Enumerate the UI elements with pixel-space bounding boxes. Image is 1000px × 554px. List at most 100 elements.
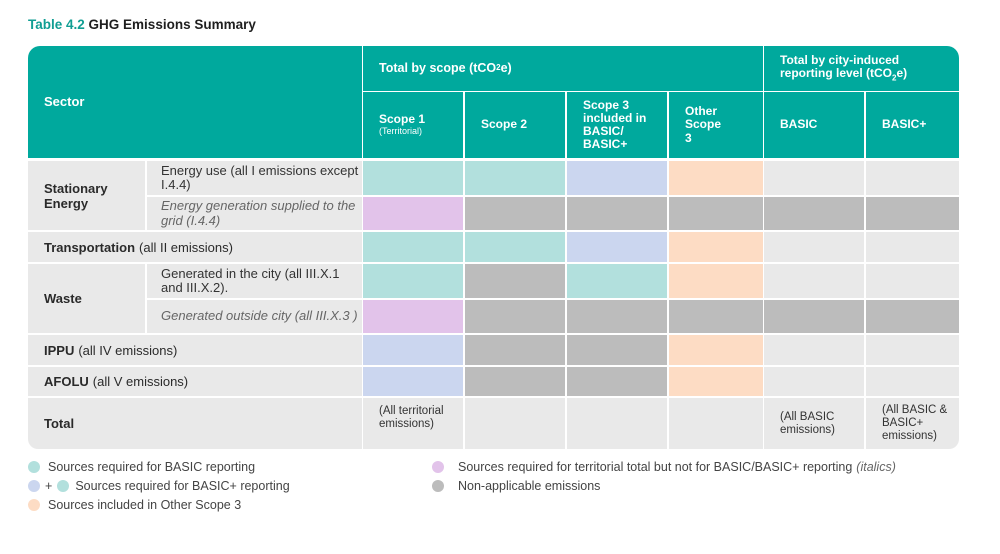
- cell-waste-out-basic-plus: [866, 300, 959, 333]
- row-desc-energy-generation: Energy generation supplied to the grid (…: [147, 197, 362, 230]
- stationary-energy-label: Stationary Energy: [44, 180, 108, 211]
- header-city-level-end: e): [896, 66, 908, 81]
- cell-total-basic-plus: (All BASIC & BASIC+ emissions): [866, 398, 959, 449]
- row-label-transportation: Transportation (all II emissions): [28, 232, 362, 262]
- cell-energy-use-scope3: [567, 161, 667, 195]
- cell-transport-scope1: [363, 232, 463, 262]
- cell-afolu-scope3: [567, 367, 667, 396]
- cell-ippu-scope1: [363, 335, 463, 365]
- transportation-note: (all II emissions): [139, 239, 233, 255]
- cell-waste-in-basic-plus: [866, 264, 959, 298]
- cell-energy-gen-scope2: [465, 197, 565, 230]
- row-label-stationary-energy: Stationary Energy: [28, 161, 145, 230]
- transportation-label: Transportation: [44, 239, 136, 255]
- header-basic-plus: BASIC+: [866, 92, 959, 158]
- legend-basic-plus-swatch-teal: [57, 480, 70, 492]
- table-number: Table 4.2: [28, 17, 85, 32]
- header-sector: Sector: [28, 46, 362, 158]
- cell-energy-gen-other-scope3: [669, 197, 763, 230]
- row-desc-energy-use: Energy use (all I emissions except I.4.4…: [147, 161, 362, 195]
- legend-territorial-swatch: [432, 461, 444, 473]
- cell-waste-in-basic: [764, 264, 864, 298]
- cell-ippu-other-scope3: [669, 335, 763, 365]
- cell-energy-use-other-scope3: [669, 161, 763, 195]
- cell-energy-use-scope2: [465, 161, 565, 195]
- cell-waste-out-scope2: [465, 300, 565, 333]
- row-label-waste: Waste: [28, 264, 145, 333]
- header-total-by-scope: Total by scope (tCO 2 e): [363, 46, 763, 91]
- ghg-summary-table: Sector Total by scope (tCO 2 e) Total by c…: [28, 46, 959, 449]
- row-label-total: Total: [28, 398, 362, 449]
- legend-territorial-note: (italics): [856, 460, 896, 474]
- cell-waste-out-scope3: [567, 300, 667, 333]
- table-title: GHG Emissions Summary: [88, 17, 256, 32]
- cell-waste-in-scope1: [363, 264, 463, 298]
- cell-waste-in-scope3: [567, 264, 667, 298]
- legend-basic-plus-label: Sources required for BASIC+ reporting: [75, 479, 290, 493]
- header-basic: BASIC: [764, 92, 864, 158]
- header-scope1-label: Scope 1: [379, 112, 426, 127]
- cell-energy-gen-basic: [764, 197, 864, 230]
- row-desc-waste-in-city: Generated in the city (all III.X.1 and I…: [147, 264, 362, 298]
- legend-basic-plus-swatch-blue: [28, 480, 40, 492]
- cell-waste-in-other-scope3: [669, 264, 763, 298]
- cell-ippu-scope3: [567, 335, 667, 365]
- cell-energy-use-scope1: [363, 161, 463, 195]
- cell-transport-basic-plus: [866, 232, 959, 262]
- legend-basic-label: Sources required for BASIC reporting: [48, 460, 256, 474]
- table-caption: Table 4.2 GHG Emissions Summary: [28, 17, 256, 32]
- afolu-note: (all V emissions): [92, 374, 189, 389]
- legend-other-scope3: Sources included in Other Scope 3: [28, 498, 241, 512]
- header-other-scope3: Other Scope 3: [669, 92, 763, 158]
- cell-ippu-basic-plus: [866, 335, 959, 365]
- total-label: Total: [44, 416, 75, 431]
- header-total-by-scope-end: e): [500, 60, 512, 75]
- cell-total-scope1: (All territorial emissions): [363, 398, 463, 449]
- cell-total-basic: (All BASIC emissions): [764, 398, 864, 449]
- cell-transport-other-scope3: [669, 232, 763, 262]
- legend-territorial-label: Sources required for territorial total b…: [458, 460, 853, 474]
- header-total-by-scope-sub: 2: [496, 63, 501, 73]
- waste-label: Waste: [44, 291, 82, 306]
- header-city-level-label: Total by city-induced reporting level (t…: [780, 53, 900, 81]
- header-scope1: Scope 1 (Territorial): [363, 92, 463, 158]
- cell-waste-out-basic: [764, 300, 864, 333]
- legend-non-applicable: Non-applicable emissions: [432, 479, 600, 493]
- cell-waste-out-scope1: [363, 300, 463, 333]
- cell-energy-gen-scope1: [363, 197, 463, 230]
- header-scope2: Scope 2: [465, 92, 565, 158]
- legend-plus-sign: +: [45, 479, 53, 493]
- cell-ippu-basic: [764, 335, 864, 365]
- header-total-by-scope-label: Total by scope (tCO: [379, 60, 497, 75]
- legend-basic-swatch: [28, 461, 40, 473]
- legend-non-applicable-swatch: [432, 480, 444, 492]
- cell-afolu-scope1: [363, 367, 463, 396]
- ippu-note: (all IV emissions): [78, 342, 178, 358]
- cell-total-scope3: [567, 398, 667, 449]
- row-label-ippu: IPPU (all IV emissions): [28, 335, 362, 365]
- cell-energy-gen-scope3: [567, 197, 667, 230]
- cell-waste-out-other-scope3: [669, 300, 763, 333]
- cell-afolu-basic-plus: [866, 367, 959, 396]
- cell-total-other-scope3: [669, 398, 763, 449]
- cell-energy-use-basic: [764, 161, 864, 195]
- ippu-label: IPPU: [44, 342, 75, 358]
- cell-energy-gen-basic-plus: [866, 197, 959, 230]
- legend-basic-plus: + Sources required for BASIC+ reporting: [28, 479, 290, 493]
- row-desc-waste-outside-city: Generated outside city (all III.X.3 ): [147, 300, 362, 333]
- header-city-level: Total by city-induced reporting level (t…: [764, 46, 959, 91]
- cell-total-scope2: [465, 398, 565, 449]
- cell-transport-scope3: [567, 232, 667, 262]
- cell-transport-scope2: [465, 232, 565, 262]
- cell-transport-basic: [764, 232, 864, 262]
- legend-other-scope3-label: Sources included in Other Scope 3: [48, 498, 242, 512]
- legend-other-scope3-swatch: [28, 499, 40, 511]
- afolu-label: AFOLU: [44, 374, 89, 389]
- legend-non-applicable-label: Non-applicable emissions: [458, 479, 601, 493]
- cell-ippu-scope2: [465, 335, 565, 365]
- header-city-level-sub: 2: [892, 73, 897, 83]
- cell-afolu-basic: [764, 367, 864, 396]
- cell-afolu-scope2: [465, 367, 565, 396]
- header-scope1-note: (Territorial): [379, 125, 423, 136]
- legend-basic: Sources required for BASIC reporting: [28, 460, 255, 474]
